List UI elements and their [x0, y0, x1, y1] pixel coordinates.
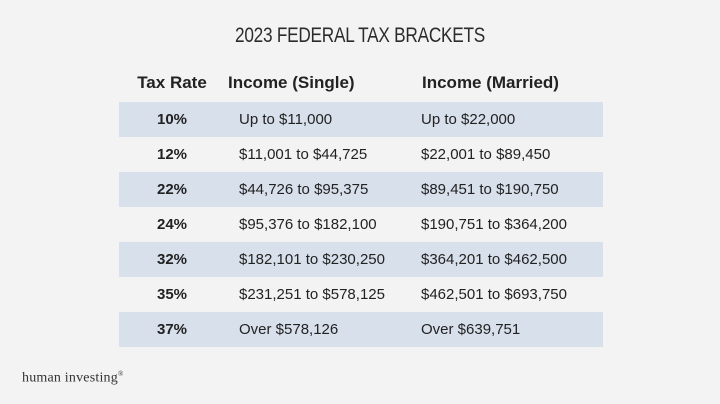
- header-income-married: Income (Married): [422, 73, 559, 92]
- cell-income-married: $462,501 to $693,750: [421, 286, 567, 303]
- cell-tax-rate: 32%: [156, 251, 188, 268]
- cell-income-married: $89,451 to $190,750: [421, 181, 559, 198]
- table-row: 10% Up to $11,000 Up to $22,000: [119, 102, 603, 137]
- brand-name: human investing: [22, 370, 118, 386]
- table-header-row: Tax Rate Income (Single) Income (Married…: [119, 64, 603, 102]
- cell-tax-rate: 24%: [156, 216, 188, 233]
- cell-tax-rate: 37%: [156, 321, 188, 338]
- cell-income-single: Over $578,126: [239, 321, 339, 338]
- cell-income-married: $22,001 to $89,450: [421, 146, 551, 163]
- cell-income-married: Up to $22,000: [421, 111, 516, 128]
- cell-income-married: Over $639,751: [421, 321, 521, 338]
- cell-income-single: $95,376 to $182,100: [239, 216, 377, 233]
- header-income-single: Income (Single): [228, 73, 355, 92]
- table-row: 22% $44,726 to $95,375 $89,451 to $190,7…: [119, 172, 603, 207]
- cell-tax-rate: 12%: [156, 146, 188, 163]
- table-row: 32% $182,101 to $230,250 $364,201 to $46…: [119, 242, 603, 277]
- table-row: 37% Over $578,126 Over $639,751: [119, 312, 603, 347]
- cell-income-married: $364,201 to $462,500: [421, 251, 567, 268]
- cell-income-single: $11,001 to $44,725: [239, 146, 368, 163]
- cell-income-single: $182,101 to $230,250: [239, 251, 385, 268]
- cell-income-married: $190,751 to $364,200: [421, 216, 567, 233]
- table-row: 35% $231,251 to $578,125 $462,501 to $69…: [119, 277, 603, 312]
- header-tax-rate: Tax Rate: [137, 73, 207, 92]
- cell-income-single: $231,251 to $578,125: [239, 286, 385, 303]
- brand-logo: human investing®: [22, 370, 123, 387]
- tax-brackets-table: Tax Rate Income (Single) Income (Married…: [119, 64, 603, 347]
- cell-income-single: $44,726 to $95,375: [239, 181, 369, 198]
- table-row: 24% $95,376 to $182,100 $190,751 to $364…: [119, 207, 603, 242]
- registered-mark: ®: [117, 370, 124, 378]
- cell-tax-rate: 10%: [156, 111, 188, 128]
- cell-tax-rate: 22%: [156, 181, 188, 198]
- cell-tax-rate: 35%: [156, 286, 188, 303]
- page-title: 2023 FEDERAL TAX BRACKETS: [234, 24, 486, 47]
- cell-income-single: Up to $11,000: [239, 111, 333, 128]
- table-row: 12% $11,001 to $44,725 $22,001 to $89,45…: [119, 137, 603, 172]
